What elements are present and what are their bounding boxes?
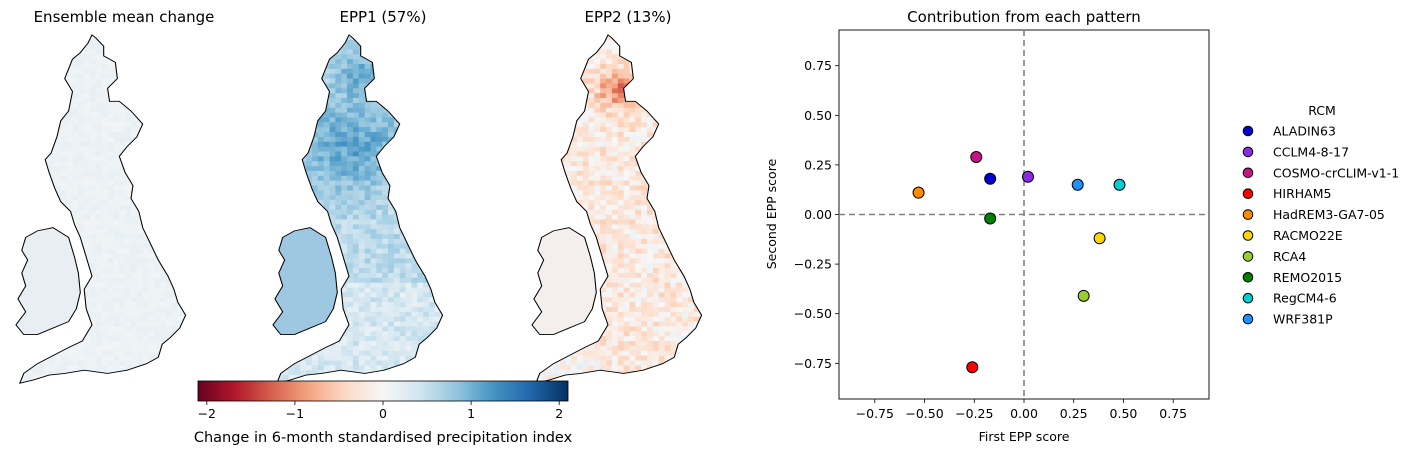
y-axis-ticks: −0.75 −0.50 −0.25 0.00 0.25 0.50 0.75 [794,58,839,371]
x-tick-label: 0.50 [1110,406,1138,421]
reference-lines [839,30,1209,399]
x-axis-ticks: −0.75 −0.50 −0.25 0.00 0.25 0.50 0.75 [856,399,1187,421]
legend-marker [1242,167,1254,179]
colorbar-label: Change in 6-month standardised precipita… [194,430,573,446]
legend-marker [1242,272,1254,283]
legend-label: RACMO22E [1273,228,1343,243]
point-hadrem3-ga7-05 [912,186,925,199]
map-field [276,34,443,384]
map-title: EPP2 (13%) [585,8,672,26]
map-title: Ensemble mean change [34,8,215,26]
legend-marker [1242,251,1254,262]
point-regcm4-6 [1113,178,1126,191]
legend-marker [1242,188,1254,199]
colorbar-ticks: −2 −1 0 1 2 [198,401,563,421]
colorbar-tick-label: 2 [555,406,563,421]
y-tick-label: −0.75 [794,356,832,371]
x-tick-label: 0.00 [1010,406,1038,421]
y-tick-label: 0.75 [804,58,832,73]
colorbar-gradient [197,380,569,402]
colorbar-tick-label: 1 [467,406,475,421]
point-hirham5 [966,361,979,374]
x-tick-label: −0.25 [955,406,993,421]
y-tick-label: −0.50 [794,306,832,321]
point-racmo22e [1093,232,1106,245]
y-tick-label: 0.50 [804,108,832,123]
y-tick-label: −0.25 [794,257,832,272]
ireland-outline [530,226,598,336]
legend-label: RegCM4-6 [1273,291,1337,306]
map-panel-epp1: EPP1 (57%) [271,8,444,385]
legend: RCM ALADIN63 CCLM4-8-17 COSMO-crCLIM-v1-1 H… [1242,103,1399,327]
legend-marker [1242,209,1254,220]
x-tick-label: −0.50 [905,406,943,421]
map-uk-ireland [14,33,187,385]
x-tick-label: −0.75 [856,406,894,421]
colorbar-tick-label: 0 [379,406,387,421]
y-axis-label: Second EPP score [764,158,779,269]
x-axis-label: First EPP score [979,429,1070,444]
legend-items: ALADIN63 CCLM4-8-17 COSMO-crCLIM-v1-1 HIRHA… [1242,124,1399,327]
legend-label: REMO2015 [1273,270,1342,285]
legend-label: CCLM4-8-17 [1273,144,1349,159]
map-field [535,34,702,384]
legend-marker [1242,292,1254,304]
legend-label: ALADIN63 [1273,124,1336,139]
maps-row: Ensemble mean change EPP1 (57%) EPP2 (13… [14,8,703,385]
chart-title: Contribution from each pattern [907,8,1141,26]
point-wrf381p [1071,178,1084,191]
y-tick-label: 0.00 [804,207,832,222]
ireland-outline [14,226,82,336]
data-points [912,150,1126,374]
legend-title: RCM [1308,103,1336,118]
map-panel-mean: Ensemble mean change [14,8,215,385]
y-tick-label: 0.25 [804,157,832,172]
legend-label: COSMO-crCLIM-v1-1 [1273,165,1399,180]
legend-label: RCA4 [1273,249,1306,264]
point-cclm4-8-17 [1021,170,1034,183]
colorbar: −2 −1 0 1 2 Change in 6-month standardised p… [194,380,573,446]
legend-label: HIRHAM5 [1273,186,1331,201]
legend-marker [1242,146,1254,158]
colorbar-tick-label: −2 [198,406,216,421]
map-panel-epp2: EPP2 (13%) [530,8,703,385]
point-aladin63 [984,172,997,185]
x-tick-label: 0.25 [1060,406,1088,421]
point-remo2015 [984,212,997,225]
legend-marker [1242,230,1254,241]
legend-marker [1242,125,1254,137]
legend-label: WRF381P [1273,312,1333,327]
point-rca4 [1077,289,1090,302]
scatter-chart: Contribution from each pattern −0.75 −0.5… [764,8,1210,444]
legend-marker [1242,313,1254,325]
point-cosmo-crclim-v1-1 [970,150,983,163]
legend-label: HadREM3-GA7-05 [1273,207,1385,222]
x-tick-label: 0.75 [1159,406,1187,421]
map-field [19,34,186,384]
map-uk-ireland [530,33,703,385]
ireland-outline [271,226,339,336]
colorbar-tick-label: −1 [286,406,304,421]
map-uk-ireland [271,33,444,385]
map-title: EPP1 (57%) [340,8,427,26]
